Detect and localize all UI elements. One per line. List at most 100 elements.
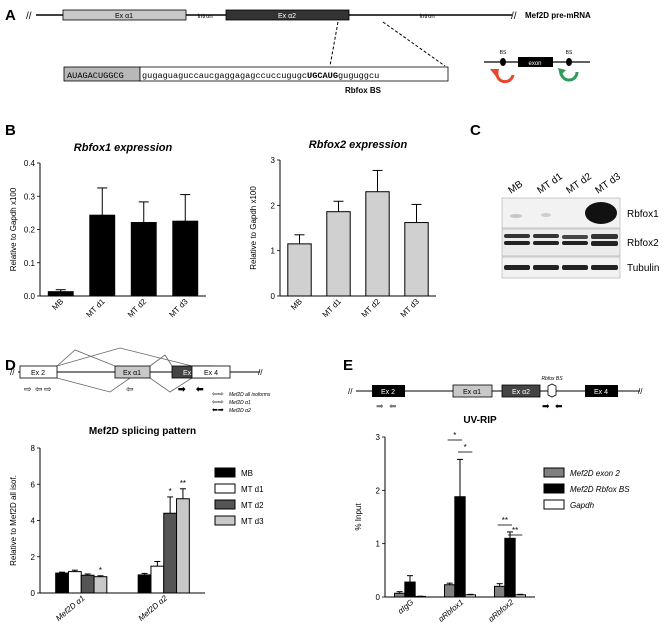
band — [533, 234, 559, 238]
schematic-bs-right-mark — [566, 58, 572, 66]
rbfox1-title: Rbfox1 expression — [74, 142, 173, 154]
e-exon-4-label: Ex 4 — [594, 389, 608, 396]
primer-legend-glyph: ⇦⇨ — [212, 391, 224, 398]
repression-arrow — [495, 71, 515, 84]
d-exon-a1 — [114, 365, 151, 379]
intron2-label: Intron — [419, 14, 434, 20]
significance-mark: ** — [512, 526, 518, 535]
band — [541, 213, 551, 217]
seq-bs: UGCAUG — [307, 71, 338, 81]
rbfox1-ylabel: Relative to Gapdh x100 — [9, 187, 18, 271]
x-tick-label: MT d2 — [360, 297, 383, 320]
panel-label-e: E — [343, 357, 353, 374]
y-tick-label: 2 — [271, 201, 276, 210]
blot-row-rbfox1: Rbfox1 — [627, 209, 659, 220]
band — [562, 265, 588, 270]
splice-arc — [149, 354, 173, 367]
x-tick-label: Mef2D α2 — [137, 593, 170, 623]
primer-arrow: ⇨ — [24, 384, 32, 394]
y-tick-label: 0 — [376, 593, 381, 602]
primer-arrows: ⇨ ⇦ ⇨ ⇦ ➡ ⬅ — [24, 384, 204, 394]
bar — [464, 594, 476, 598]
e-exon-a1 — [452, 384, 493, 398]
x-tick-label: MT d1 — [84, 297, 107, 320]
intron1-label: Intron — [197, 14, 212, 20]
panel-e: E // // Ex 2 Ex α1 Ex α2 Rbfox BS Ex 4 ➡… — [343, 357, 643, 411]
bar — [172, 220, 199, 297]
significance-mark: * — [99, 566, 102, 575]
bar — [404, 222, 429, 297]
panel-label-d: D — [5, 357, 16, 374]
bar — [80, 574, 95, 594]
primer-arrow: ➡ — [376, 401, 384, 411]
legend-swatch — [543, 467, 565, 478]
activation-arrowhead — [558, 68, 566, 76]
legend-swatch — [214, 499, 236, 510]
rbfox2-title: Rbfox2 expression — [309, 139, 408, 151]
band — [533, 265, 559, 270]
rbfox-bs-label: Rbfox BS — [345, 86, 382, 95]
break-mark-right: // — [511, 11, 517, 22]
primer-arrow: ⇨ — [44, 384, 52, 394]
band — [562, 235, 588, 239]
bar — [287, 243, 312, 297]
y-tick-label: 0 — [31, 589, 36, 598]
bar — [514, 594, 527, 598]
e-exon-a2 — [501, 384, 541, 398]
primer-legend-all: Mef2D all isoforms — [229, 392, 271, 398]
panel-d: D // // Ex 2 Ex α1 Ex α2 Ex 4 ⇨ ⇦ ⇨ ⇦ ➡ … — [5, 347, 271, 414]
band — [585, 202, 617, 224]
band — [504, 265, 530, 270]
legend-swatch — [214, 515, 236, 526]
gene-label: Mef2D pre-mRNA — [525, 11, 591, 20]
seq-intron-pre: gugaguaguc — [142, 71, 194, 81]
band — [504, 234, 530, 238]
primer-arrow: ⇦ — [35, 384, 43, 394]
e-exon-2-label: Ex 2 — [381, 389, 395, 396]
bar — [394, 592, 406, 598]
significance-mark: ** — [180, 479, 186, 488]
d-exon-a1-label: Ex α1 — [123, 370, 141, 377]
legend-swatch — [543, 483, 565, 494]
splice-arc — [149, 377, 193, 393]
primer-arrow: ⬅ — [389, 401, 397, 411]
uvrip-ylabel: % Input — [354, 503, 363, 531]
splice-arc — [56, 349, 116, 367]
primer-legend-a2: Mef2D α2 — [229, 408, 251, 414]
band — [504, 241, 530, 245]
bar — [454, 496, 466, 598]
y-tick-label: 1 — [271, 247, 276, 256]
e-bs-hexagon — [547, 383, 557, 398]
legend-label: Gapdh — [570, 501, 595, 510]
schematic-bs-left: BS — [500, 50, 507, 56]
break-mark-right: // — [638, 387, 643, 396]
bar — [67, 571, 82, 594]
bar — [47, 291, 74, 297]
band — [591, 234, 618, 239]
blot-lane-label: MT d2 — [564, 171, 594, 196]
y-tick-label: 0.4 — [24, 159, 36, 168]
x-tick-label: MB — [50, 297, 65, 312]
panel-label-a: A — [5, 7, 16, 24]
primer-arrow: ➡ — [542, 401, 550, 411]
blot-lane-label: MT d1 — [535, 171, 565, 196]
significance-mark: ** — [502, 516, 508, 525]
x-tick-label: Mef2D α1 — [54, 594, 86, 623]
significance-mark: * — [453, 431, 456, 440]
schematic-bs-left-mark — [500, 58, 506, 66]
bar — [404, 581, 416, 598]
y-tick-label: 0.3 — [24, 192, 36, 201]
break-mark-left: // — [348, 387, 353, 396]
y-tick-label: 0 — [271, 292, 276, 301]
legend-swatch — [214, 483, 236, 494]
band — [562, 241, 588, 245]
y-tick-label: 0.0 — [24, 292, 36, 301]
schematic-exon — [518, 57, 553, 67]
bar — [55, 572, 69, 594]
break-mark-left: // — [26, 11, 32, 22]
exon-a2-box — [225, 9, 350, 21]
schematic-bs-right: BS — [566, 50, 573, 56]
legend-label: MB — [241, 469, 253, 478]
seq-intron-text: gugaguaguccaucgaggagagccuccugugcUGCAUGgu… — [142, 71, 379, 81]
e-exon-2 — [372, 385, 405, 397]
